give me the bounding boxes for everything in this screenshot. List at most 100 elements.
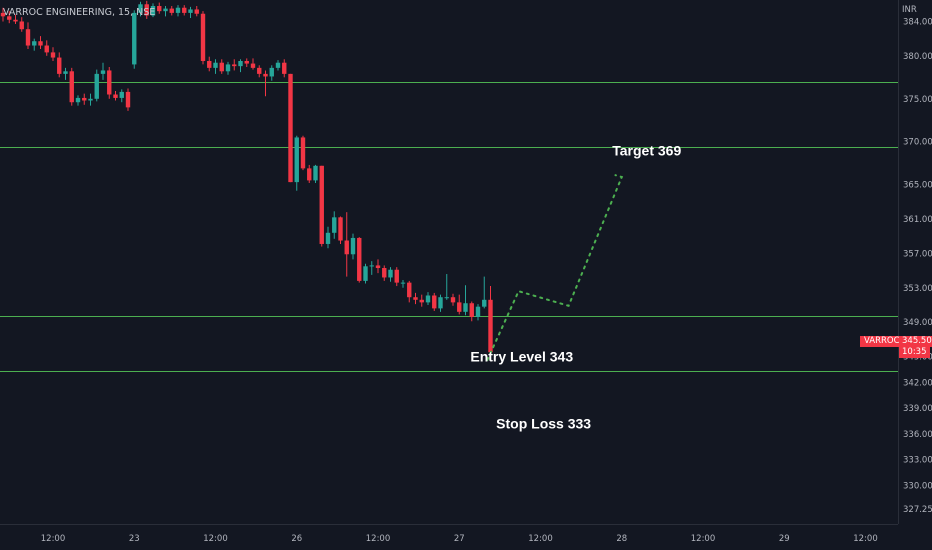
- candle: [382, 265, 387, 281]
- candle: [294, 135, 299, 191]
- candle-body: [463, 303, 468, 312]
- candle: [488, 286, 493, 355]
- candle-body: [194, 9, 199, 14]
- price-scale: 384.00 380.00 375.00 370.00 365.00 361.00 357.…: [903, 17, 932, 514]
- candle-body: [325, 232, 331, 244]
- candle-body: [488, 299, 493, 353]
- candle-body: [419, 299, 424, 303]
- candle-body: [369, 265, 374, 267]
- candle-body: [413, 297, 418, 300]
- price-tick-label: 327.25: [903, 505, 932, 515]
- candle: [463, 285, 468, 316]
- candle-body: [375, 265, 381, 269]
- candle: [113, 91, 118, 101]
- candle: [94, 69, 99, 102]
- candle-body: [225, 64, 231, 72]
- candle: [300, 135, 306, 171]
- candle: [244, 58, 249, 68]
- candle: [469, 301, 474, 322]
- time-tick-label: 26: [291, 534, 302, 544]
- candle: [144, 0, 149, 19]
- candle: [482, 276, 487, 309]
- candle-body: [394, 269, 399, 283]
- candle: [32, 38, 37, 51]
- candle: [350, 233, 356, 260]
- candle: [238, 59, 243, 73]
- price-tick-label: 339.00: [903, 404, 932, 414]
- candle: [188, 6, 193, 19]
- candle: [332, 211, 337, 239]
- candle: [75, 95, 81, 106]
- candle-body: [257, 67, 262, 74]
- candle-body: [169, 8, 174, 13]
- candle-body: [144, 4, 149, 16]
- countdown-badge: 10:35: [899, 347, 930, 358]
- candle: [450, 293, 456, 306]
- time-scale: 12:00 23 12:00 26 12:00 27 12:00 28 12:00 29 12:00: [41, 534, 878, 544]
- candle-body: [182, 7, 187, 13]
- candle-body: [400, 282, 406, 284]
- candle-body: [475, 306, 481, 317]
- candle: [132, 10, 137, 69]
- candle-body: [138, 4, 143, 13]
- price-tick-label: 330.00: [903, 481, 932, 491]
- candle: [375, 259, 381, 274]
- candle-body: [207, 60, 212, 68]
- candle-body: [350, 237, 356, 255]
- candle: [407, 280, 412, 303]
- candle: [232, 59, 237, 71]
- candle-body: [407, 282, 412, 298]
- candle-body: [175, 7, 181, 13]
- candle: [50, 47, 56, 61]
- candle-body: [163, 8, 168, 12]
- candle-body: [294, 137, 299, 183]
- candle-body: [119, 91, 124, 98]
- candle: [7, 11, 12, 24]
- candle-body: [19, 21, 24, 30]
- candle: [475, 304, 481, 321]
- candle-body: [388, 269, 393, 278]
- candle: [19, 17, 24, 32]
- time-tick-label: 29: [779, 534, 790, 544]
- candle: [369, 261, 374, 275]
- price-tick-label: 349.00: [903, 318, 932, 328]
- candle-body: [219, 62, 224, 72]
- price-tick-label: 380.00: [903, 52, 932, 62]
- candle-body: [63, 71, 68, 74]
- annotations: Target 369 Entry Level 343 Stop Loss 333: [470, 142, 681, 431]
- candle: [413, 292, 418, 305]
- candle-body: [282, 62, 287, 74]
- candle-body: [88, 98, 93, 101]
- candle: [269, 65, 274, 81]
- candle: [357, 237, 362, 283]
- candle: [57, 52, 62, 78]
- candle-body: [269, 67, 274, 77]
- candle-body: [450, 297, 456, 303]
- candle-body: [338, 217, 343, 241]
- candle-body: [94, 73, 99, 99]
- candle: [394, 267, 399, 287]
- price-tick-label: 365.00: [903, 181, 932, 191]
- candle-body: [300, 137, 306, 169]
- symbol-title: VARROC ENGINEERING, 15, NSE: [3, 7, 156, 18]
- candle-body: [75, 97, 81, 103]
- candle-body: [425, 295, 431, 303]
- candle-body: [107, 70, 112, 95]
- candle-body: [250, 63, 256, 68]
- candle: [175, 5, 181, 17]
- price-tick-label: 353.00: [903, 284, 932, 294]
- symbol-badge: VARROC: [860, 336, 904, 347]
- candle: [325, 226, 331, 249]
- candle-body: [38, 41, 43, 46]
- candle: [200, 11, 206, 65]
- candle: [425, 292, 431, 305]
- time-tick-label: 12:00: [203, 534, 228, 544]
- candle: [213, 59, 218, 74]
- candle: [138, 1, 143, 17]
- candle: [250, 58, 256, 70]
- price-tick-label: 336.00: [903, 430, 932, 440]
- candle: [88, 93, 93, 106]
- candle: [438, 294, 443, 312]
- time-tick-label: 28: [616, 534, 627, 544]
